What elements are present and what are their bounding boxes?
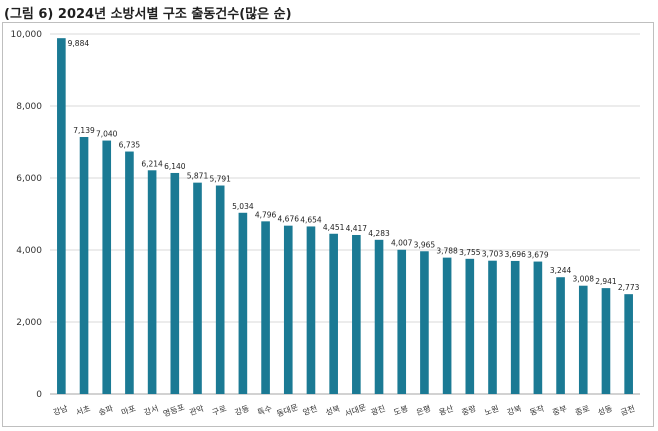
x-category-label: 동작 <box>528 403 546 418</box>
bar <box>578 285 588 394</box>
bar-value-label: 3,696 <box>504 250 526 259</box>
bar-value-label: 6,214 <box>141 159 163 168</box>
bar-value-label: 6,735 <box>119 141 141 150</box>
x-category-label: 강북 <box>506 403 523 417</box>
x-category-label: 영등포 <box>162 402 186 419</box>
x-category-label: 노원 <box>483 404 500 417</box>
x-category-label: 마포 <box>120 404 137 417</box>
bar-value-label: 4,007 <box>391 239 413 248</box>
bar-value-label: 5,034 <box>232 202 254 211</box>
bar-value-label: 3,703 <box>482 250 504 259</box>
bar <box>420 251 429 394</box>
bar <box>442 257 452 394</box>
x-category-label: 도봉 <box>392 404 409 417</box>
y-tick-label: 8,000 <box>16 102 42 112</box>
bar-value-label: 4,417 <box>346 224 368 233</box>
x-category-label: 서초 <box>75 404 92 417</box>
bar-value-label: 3,788 <box>436 247 458 256</box>
bar-value-label: 5,791 <box>209 175 231 184</box>
x-category-label: 강남 <box>52 403 70 418</box>
bar <box>79 136 89 394</box>
bar <box>147 170 157 394</box>
bar-value-label: 3,679 <box>527 251 549 260</box>
bar <box>170 172 180 394</box>
bar <box>306 226 316 394</box>
bar-value-label: 3,965 <box>414 240 436 249</box>
bar <box>488 260 497 394</box>
x-category-label: 양천 <box>301 403 318 417</box>
bar <box>352 234 361 394</box>
bar <box>510 260 520 394</box>
bar-value-label: 9,884 <box>68 39 90 48</box>
y-tick-label: 6,000 <box>16 174 42 184</box>
bar <box>283 225 293 394</box>
bar <box>261 221 270 394</box>
bar <box>533 261 543 394</box>
bar-value-label: 3,755 <box>459 248 481 257</box>
bar <box>238 212 248 394</box>
y-tick-label: 2,000 <box>16 318 42 328</box>
bar <box>624 294 633 394</box>
x-category-label: 성동 <box>597 404 614 417</box>
x-category-label: 은평 <box>415 403 432 417</box>
bar-value-label: 2,941 <box>595 277 617 286</box>
bar-value-label: 5,871 <box>187 172 209 181</box>
bar <box>601 288 611 394</box>
bar <box>215 185 225 394</box>
x-category-label: 동대문 <box>275 403 299 419</box>
bar-value-label: 6,140 <box>164 162 186 171</box>
x-category-label: 특수 <box>256 404 273 417</box>
bar <box>329 233 338 394</box>
bar <box>556 277 565 394</box>
bar-value-label: 4,654 <box>300 215 322 224</box>
x-category-label: 관악 <box>188 403 206 418</box>
bar-value-label: 4,283 <box>368 229 390 238</box>
bar <box>125 151 134 394</box>
x-category-label: 구로 <box>211 404 228 417</box>
bar-value-label: 7,040 <box>96 130 118 139</box>
x-category-label: 성북 <box>324 404 341 417</box>
bar-value-label: 7,139 <box>73 126 95 135</box>
x-category-label: 용산 <box>437 403 455 418</box>
chart-title: (그림 6) 2024년 소방서별 구조 출동건수(많은 순) <box>4 7 292 22</box>
bar <box>102 140 112 394</box>
bar-value-label: 4,796 <box>255 210 277 219</box>
x-category-label: 종로 <box>574 404 591 417</box>
x-category-label: 광진 <box>369 403 386 417</box>
x-category-label: 중부 <box>551 404 568 417</box>
x-category-label: 금천 <box>619 403 636 417</box>
bar <box>57 38 66 395</box>
bar-value-label: 2,773 <box>618 283 640 292</box>
bar-value-label: 3,244 <box>550 266 572 275</box>
y-tick-label: 0 <box>36 390 42 400</box>
bar-value-label: 4,676 <box>278 215 300 224</box>
bar <box>397 249 407 394</box>
x-category-label: 강동 <box>233 403 250 417</box>
bar <box>374 239 384 394</box>
x-category-label: 강서 <box>142 403 159 417</box>
x-category-label: 중랑 <box>460 403 478 418</box>
bar <box>465 258 475 394</box>
bar <box>193 182 202 394</box>
x-category-label: 송파 <box>97 404 115 418</box>
y-tick-label: 10,000 <box>11 30 43 40</box>
bar-value-label: 3,008 <box>573 275 595 284</box>
bar-value-label: 4,451 <box>323 223 345 232</box>
x-category-label: 서대문 <box>344 403 368 419</box>
y-tick-label: 4,000 <box>16 246 42 256</box>
